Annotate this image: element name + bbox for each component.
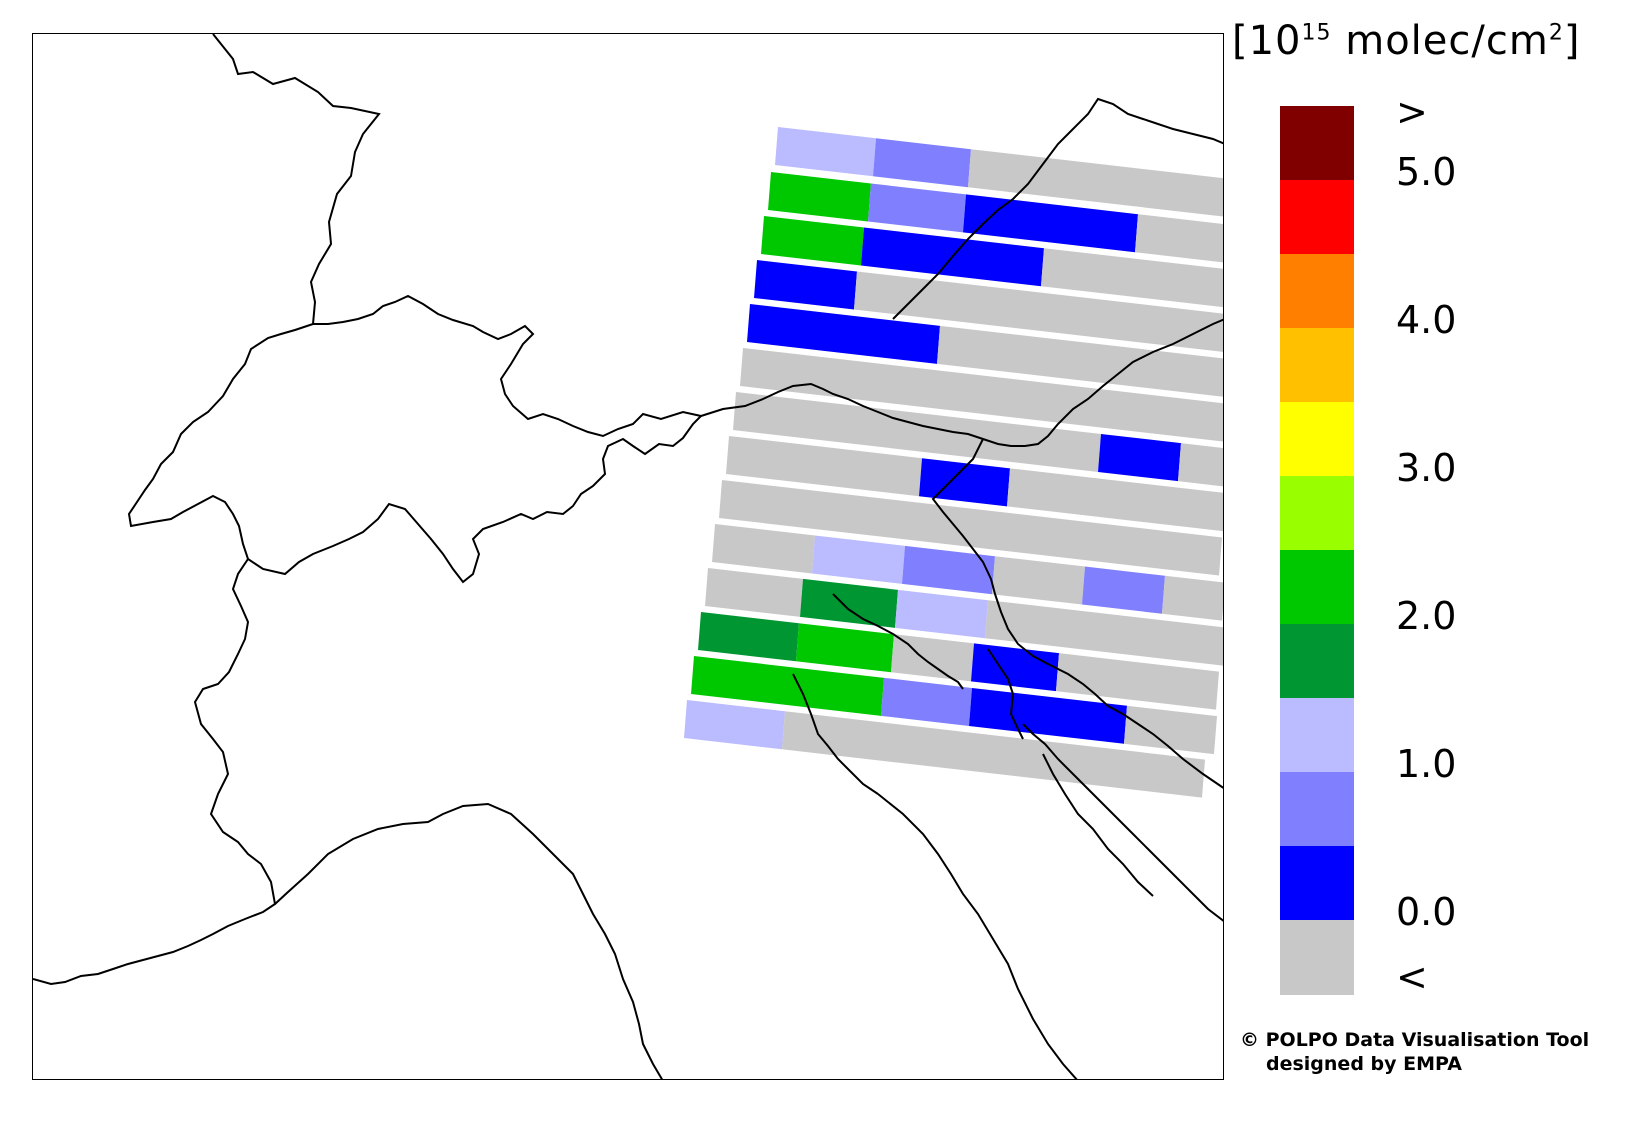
- colorbar-label-5: 5.0: [1396, 150, 1457, 194]
- colorbar-label-under: <: [1396, 955, 1428, 999]
- swath-pixel: [705, 568, 803, 617]
- swath-pixel: [968, 149, 1223, 217]
- swath-pixel: [812, 535, 905, 584]
- swath-pixel: [740, 348, 1223, 442]
- swath-pixel: [881, 677, 972, 726]
- country-borders: [33, 34, 1223, 1079]
- satellite-swaths: [684, 127, 1223, 798]
- colorbar-label-0: 0.0: [1396, 890, 1457, 934]
- swath-pixel: [868, 183, 966, 233]
- colorbar-segment: [1280, 846, 1354, 921]
- swath-pixel: [992, 556, 1085, 605]
- colorbar-label-over: >: [1396, 90, 1428, 134]
- swath-pixel: [684, 700, 785, 750]
- credit-text: © POLPO Data Visualisation Tool designed…: [1240, 1028, 1589, 1076]
- colorbar-segment: [1280, 254, 1354, 329]
- units-prefix: [10: [1232, 18, 1302, 64]
- swath-pixel: [726, 436, 922, 497]
- swath-pixel: [1041, 248, 1223, 308]
- swath-pixel: [782, 711, 1205, 798]
- swath-pixel: [754, 260, 857, 310]
- swath-pixel: [712, 524, 815, 574]
- colorbar-segment: [1280, 328, 1354, 403]
- swath-pixel: [1124, 705, 1217, 755]
- swath-pixel: [733, 392, 1101, 472]
- credit-line-1: © POLPO Data Visualisation Tool: [1240, 1029, 1590, 1051]
- swath-pixel: [969, 687, 1127, 744]
- swath-pixel: [971, 643, 1059, 692]
- swath-pixel: [1135, 214, 1223, 263]
- swath-pixel: [985, 600, 1223, 666]
- swath-pixel: [796, 623, 894, 673]
- credit-line-2: designed by EMPA: [1266, 1053, 1462, 1075]
- map-panel: [32, 33, 1224, 1080]
- swath-pixel: [1178, 443, 1223, 487]
- colorbar-label-2: 2.0: [1396, 594, 1457, 638]
- colorbar-label-4: 4.0: [1396, 298, 1457, 342]
- swath-pixel: [800, 578, 898, 628]
- units-suffix: ]: [1563, 18, 1581, 64]
- swath-pixel: [1162, 575, 1223, 621]
- swath-pixel: [919, 458, 1010, 507]
- colorbar-label-3: 3.0: [1396, 446, 1457, 490]
- swath-pixel: [775, 127, 876, 177]
- swath-pixel: [902, 545, 995, 595]
- units-exponent-2: 2: [1548, 20, 1564, 46]
- colorbar-segment: [1280, 624, 1354, 699]
- colorbar-segment: [1280, 106, 1354, 181]
- swath-pixel: [1082, 566, 1165, 614]
- colorbar-segment: [1280, 180, 1354, 255]
- colorbar-segment: [1280, 476, 1354, 551]
- swath-pixel: [873, 138, 971, 188]
- swath-pixel: [719, 480, 1222, 576]
- colorbar: [1280, 106, 1354, 995]
- swath-pixel: [1007, 468, 1223, 532]
- units-label: [1015 molec/cm2]: [1232, 18, 1580, 64]
- colorbar-segment: [1280, 402, 1354, 477]
- colorbar-segment: [1280, 698, 1354, 773]
- swath-pixel: [698, 612, 799, 662]
- swath-pixel: [891, 634, 974, 682]
- swath-pixel: [854, 271, 1223, 352]
- swath-pixel: [963, 194, 1138, 253]
- colorbar-label-1: 1.0: [1396, 742, 1457, 786]
- swath-pixel: [1098, 433, 1181, 482]
- swath-pixel: [895, 589, 988, 639]
- colorbar-segment: [1280, 920, 1354, 995]
- colorbar-segment: [1280, 550, 1354, 625]
- map-canvas: [33, 34, 1223, 1079]
- swath-pixel: [747, 304, 940, 364]
- swath-pixel: [768, 172, 871, 222]
- swath-pixel: [691, 656, 884, 716]
- swath-pixel: [761, 216, 864, 266]
- units-exponent: 15: [1301, 20, 1332, 46]
- colorbar-segment: [1280, 772, 1354, 847]
- units-mid: molec/cm: [1331, 18, 1549, 64]
- swath-pixel: [937, 325, 1223, 397]
